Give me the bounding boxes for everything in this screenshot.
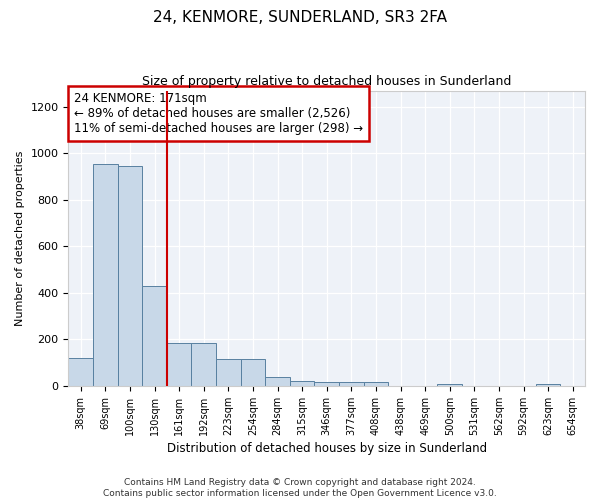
Bar xyxy=(314,382,339,386)
Bar xyxy=(265,376,290,386)
Text: 24 KENMORE: 171sqm
← 89% of detached houses are smaller (2,526)
11% of semi-deta: 24 KENMORE: 171sqm ← 89% of detached hou… xyxy=(74,92,362,135)
Bar xyxy=(241,359,265,386)
Bar xyxy=(167,343,191,386)
Bar xyxy=(68,358,93,386)
Bar xyxy=(191,343,216,386)
Title: Size of property relative to detached houses in Sunderland: Size of property relative to detached ho… xyxy=(142,75,511,88)
Text: 24, KENMORE, SUNDERLAND, SR3 2FA: 24, KENMORE, SUNDERLAND, SR3 2FA xyxy=(153,10,447,25)
Bar xyxy=(536,384,560,386)
Bar xyxy=(93,164,118,386)
Text: Contains HM Land Registry data © Crown copyright and database right 2024.
Contai: Contains HM Land Registry data © Crown c… xyxy=(103,478,497,498)
Bar xyxy=(142,286,167,386)
Bar xyxy=(290,382,314,386)
Bar xyxy=(364,382,388,386)
Bar xyxy=(118,166,142,386)
Y-axis label: Number of detached properties: Number of detached properties xyxy=(15,150,25,326)
Bar xyxy=(216,359,241,386)
Bar xyxy=(437,384,462,386)
Bar xyxy=(339,382,364,386)
X-axis label: Distribution of detached houses by size in Sunderland: Distribution of detached houses by size … xyxy=(167,442,487,455)
